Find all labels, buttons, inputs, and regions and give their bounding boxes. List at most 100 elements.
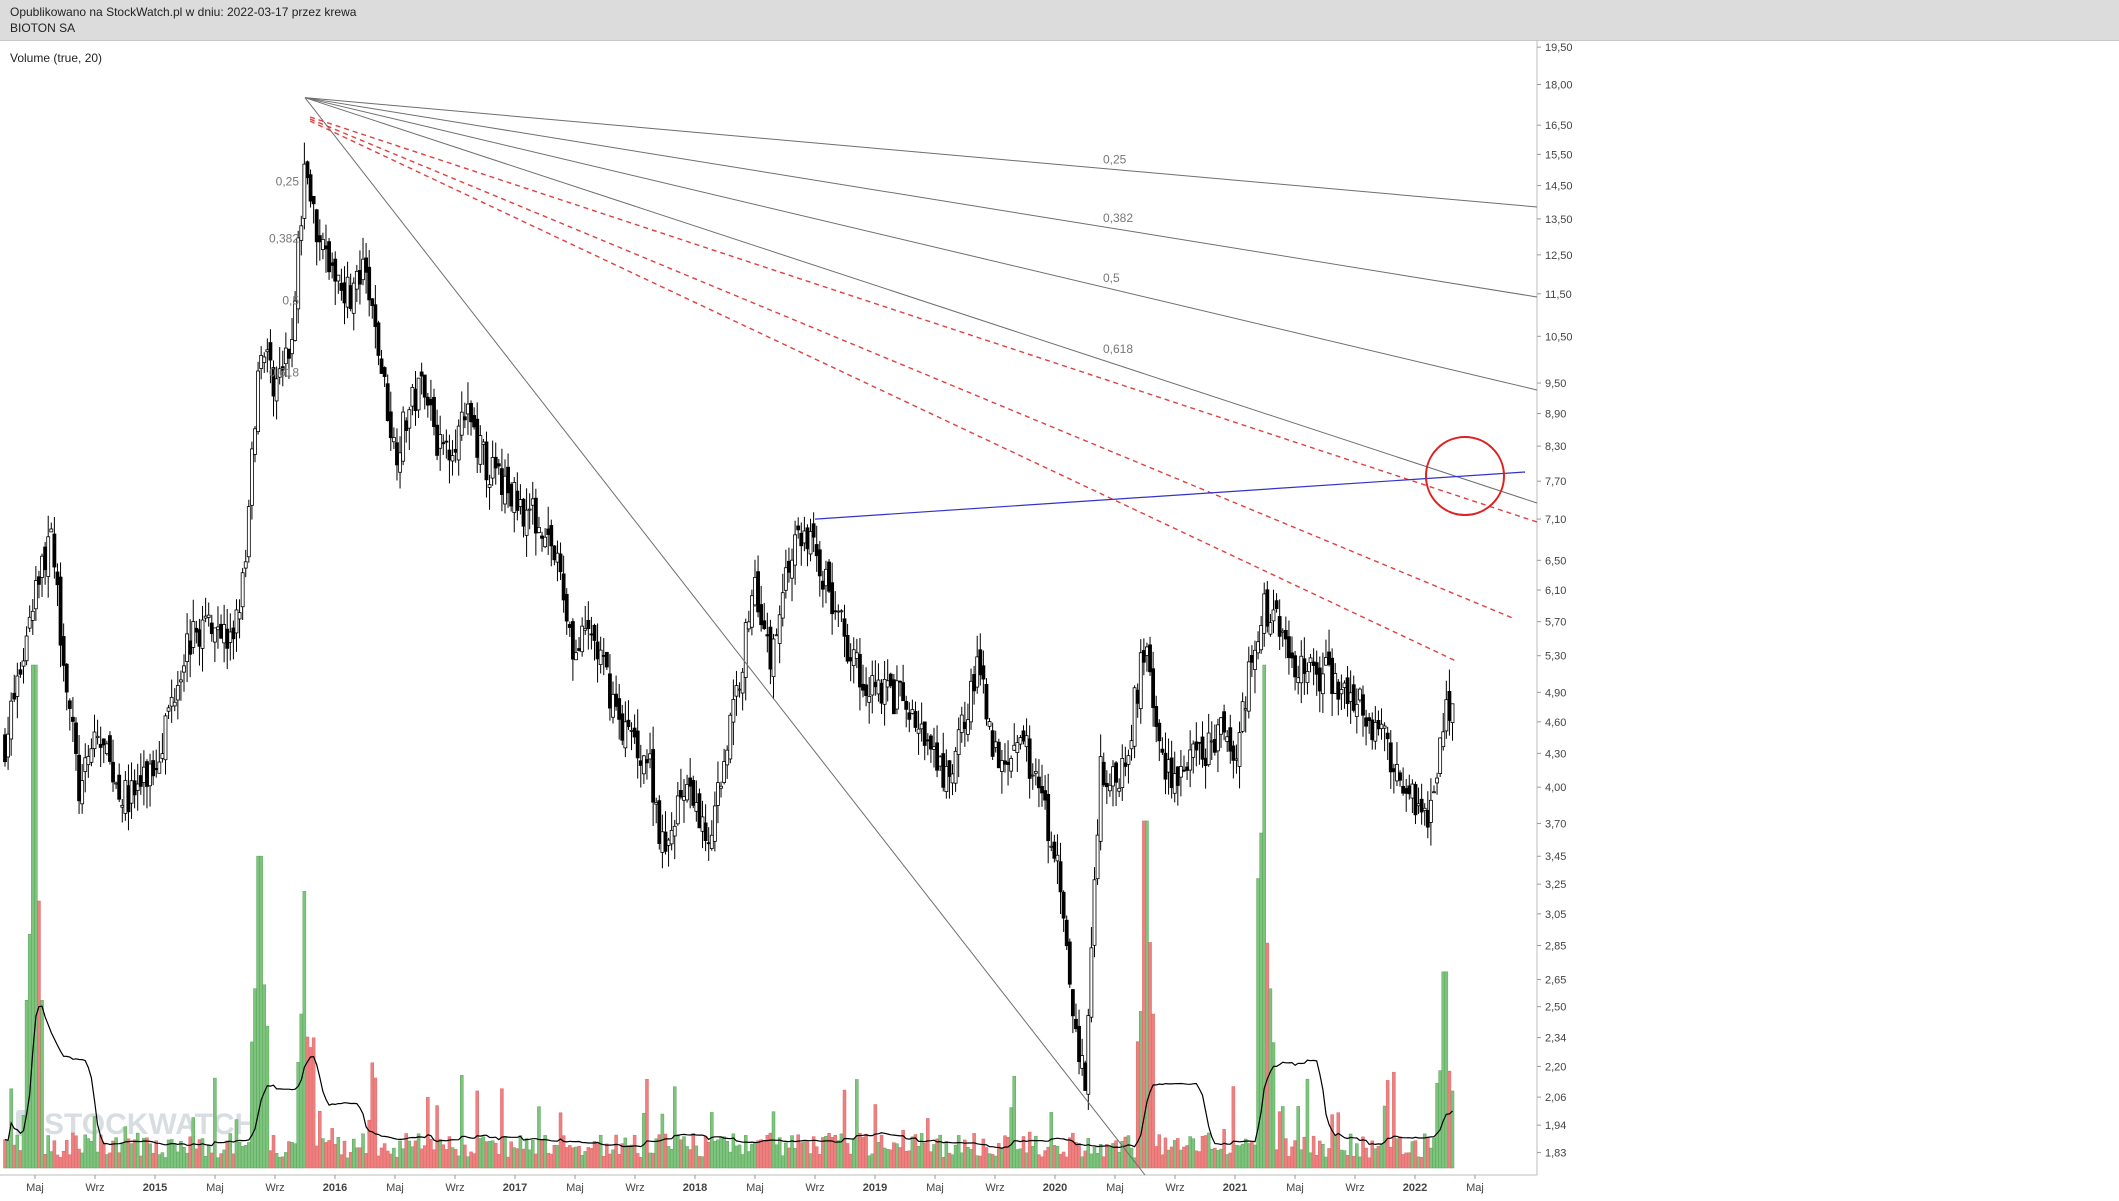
fan-label-left: 0,5 [282, 294, 299, 308]
candle-body [1401, 786, 1406, 794]
candle-body [240, 572, 245, 608]
candle-body [256, 370, 260, 433]
candle-body [1388, 742, 1393, 773]
candle-body [524, 509, 529, 536]
candle-body [18, 669, 23, 675]
volume-bar [676, 1134, 680, 1169]
volume-bar [1074, 1142, 1078, 1169]
volume-bar [336, 1137, 341, 1169]
candle-body [129, 780, 134, 804]
volume-bar [74, 1135, 78, 1169]
x-tick-label: Wrz [1345, 1182, 1364, 1194]
candle-body [802, 530, 807, 544]
volume-bar [1046, 1146, 1050, 1169]
x-tick-label: Maj [566, 1182, 584, 1194]
candle-body [123, 780, 128, 814]
candle-body [404, 420, 409, 431]
candle-body [487, 484, 492, 488]
volume-bar [1450, 1090, 1455, 1169]
candle-body [447, 449, 452, 461]
volume-bar [966, 1147, 970, 1169]
volume-bar [1274, 1149, 1279, 1169]
candle-body [1206, 732, 1211, 765]
volume-bar [1024, 1152, 1029, 1169]
volume-bar [549, 1153, 554, 1169]
candle-body [108, 735, 112, 762]
volume-bar [1055, 1145, 1060, 1169]
y-tick-label: 2,06 [1545, 1092, 1566, 1104]
volume-bar [1061, 1151, 1066, 1169]
candle-body [657, 800, 662, 844]
candle-body [216, 626, 220, 631]
candle-body [382, 367, 387, 377]
volume-bar [281, 1156, 285, 1169]
candle-body [154, 768, 159, 771]
candle-body [1120, 757, 1125, 789]
volume-bar [836, 1140, 841, 1169]
candle-body [151, 760, 156, 777]
candle-body [225, 628, 230, 649]
volume-bar [981, 1138, 986, 1169]
candle-body [385, 383, 390, 421]
volume-bar [293, 1143, 297, 1169]
candle-body [1259, 625, 1264, 651]
volume-bar [1410, 1141, 1415, 1169]
volume-bar [216, 1157, 220, 1169]
volume-bar [855, 1079, 859, 1169]
candle-body [407, 409, 412, 429]
candle-body [1015, 742, 1020, 754]
candle-body [700, 816, 705, 832]
candle-body [111, 761, 115, 783]
volume-bar [259, 855, 263, 1169]
volume-bar [460, 1075, 464, 1169]
candle-body [274, 378, 279, 402]
candle-body [478, 435, 483, 465]
candle-body [52, 533, 57, 568]
volume-bar [1444, 971, 1449, 1169]
volume-bar [1330, 1114, 1334, 1169]
volume-bar [342, 1140, 347, 1169]
candle-body [867, 696, 872, 703]
volume-bar [1287, 1156, 1291, 1169]
volume-bar [1370, 1140, 1375, 1169]
volume-bar [1015, 1149, 1020, 1169]
volume-bar [938, 1134, 942, 1169]
candle-body [345, 276, 350, 308]
volume-bar [311, 1037, 316, 1169]
volume-bar [469, 1151, 473, 1169]
volume-bar [398, 1140, 402, 1169]
candle-body [456, 425, 461, 461]
y-tick-label: 5,70 [1545, 617, 1566, 629]
candle-body [540, 535, 544, 539]
candle-body [194, 627, 199, 633]
candle-body [1145, 646, 1149, 656]
volume-bar [876, 1142, 881, 1169]
candle-body [799, 532, 804, 547]
volume-bar [895, 1143, 899, 1169]
volume-bar [1176, 1138, 1180, 1169]
volume-bar [907, 1150, 912, 1169]
candle-body [1092, 879, 1097, 946]
candle-body [820, 580, 825, 590]
volume-bar [1382, 1105, 1387, 1169]
volume-bar [463, 1144, 467, 1169]
volume-bar [956, 1135, 961, 1169]
volume-bar [302, 891, 307, 1169]
candle-body [333, 258, 338, 282]
candle-body [246, 506, 251, 558]
volume-bar [589, 1148, 594, 1169]
resistance-line [814, 471, 1526, 520]
volume-bar [1018, 1148, 1023, 1169]
y-tick-label: 3,45 [1545, 851, 1566, 863]
x-tick-label: Wrz [85, 1182, 104, 1194]
candle-body [55, 571, 60, 586]
candle-body [262, 356, 267, 363]
volume-bar [117, 1152, 121, 1169]
candle-body [21, 660, 26, 667]
volume-bar [592, 1140, 597, 1169]
candle-body [830, 582, 835, 615]
fan-baseline [304, 97, 1146, 1176]
y-tick-label: 9,50 [1545, 378, 1566, 390]
volume-bar [135, 1132, 140, 1169]
